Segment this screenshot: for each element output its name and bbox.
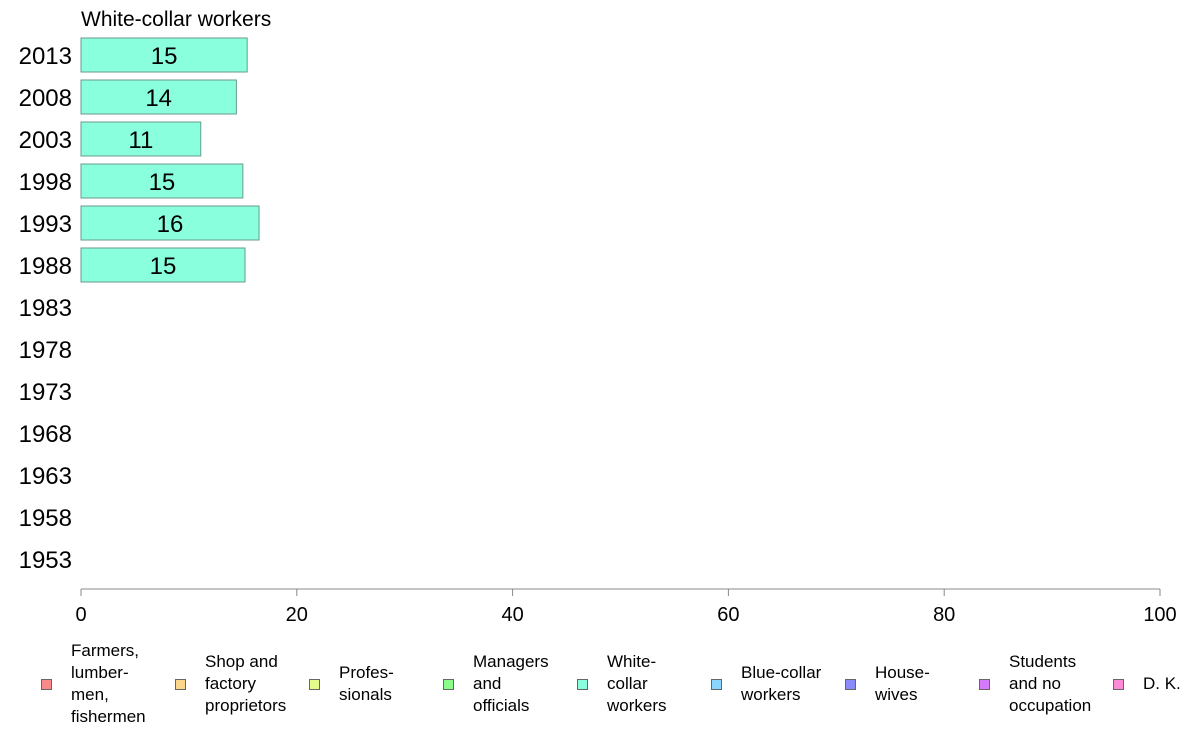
bar-2008 [80,79,237,115]
x-axis-ticks: 0 20 40 60 80 100 [75,589,1177,626]
legend-swatch [443,678,454,690]
legend-item: House- wives [845,640,930,728]
y-axis-labels: 2013 2008 2003 1998 1993 1988 1983 1978 1973 1968… [19,43,72,574]
legend-item: Managers and officials [443,640,549,728]
legend-item: Farmers, lumber- men, fishermen [41,640,146,728]
legend-item: White- collar workers [577,640,667,728]
x-tick-label: 100 [1143,604,1176,626]
legend-label: Blue-collar workers [741,663,822,704]
legend-item: Blue-collar workers [711,640,821,728]
bars-group: 15 14 11 15 16 15 [80,37,260,283]
chart-title: White-collar workers [81,8,271,31]
x-tick-label: 40 [501,604,523,626]
bar-value-label: 14 [145,85,172,112]
legend-label: Shop and factory proprietors [205,652,287,715]
legend-swatch [309,678,320,690]
y-tick-label: 2013 [19,43,72,70]
legend-item: Students and no occupation [979,640,1091,728]
x-tick-label: 0 [75,604,86,626]
y-tick-label: 1983 [19,295,72,322]
legend-label: Profes- sionals [339,663,394,704]
y-tick-label: 1998 [19,169,72,196]
y-tick-label: 1993 [19,211,72,238]
legend: Farmers, lumber- men, fishermen Shop and … [0,640,1188,736]
legend-swatch [175,678,186,690]
legend-item: Profes- sionals [309,640,394,728]
y-tick-label: 1968 [19,421,72,448]
y-tick-label: 1953 [19,547,72,574]
y-tick-label: 2008 [19,85,72,112]
legend-label: D. K. [1143,674,1181,693]
legend-label: Students and no occupation [1009,652,1092,715]
bar-1988 [80,247,246,283]
legend-swatch [711,678,722,690]
legend-label: White- collar workers [607,652,667,715]
legend-swatch [41,678,52,690]
bar-value-label: 16 [157,211,184,238]
legend-item: Shop and factory proprietors [175,640,286,728]
x-tick-label: 80 [933,604,955,626]
bar-2003 [80,121,202,157]
y-tick-label: 1958 [19,505,72,532]
legend-swatch [845,678,856,690]
legend-item: D. K. [1113,640,1181,728]
x-tick-label: 60 [717,604,739,626]
legend-swatch [1113,678,1124,690]
legend-label: House- wives [875,663,930,704]
bar-value-label: 15 [149,169,176,196]
y-tick-label: 1963 [19,463,72,490]
x-tick-label: 20 [286,604,308,626]
y-tick-label: 2003 [19,127,72,154]
bar-value-label: 15 [151,43,178,70]
legend-label: Farmers, lumber- men, fishermen [71,641,146,726]
legend-label: Managers and officials [473,652,549,715]
legend-swatch [577,678,588,690]
bar-2013 [80,37,248,73]
y-tick-label: 1973 [19,379,72,406]
legend-swatch [979,678,990,690]
bar-value-label: 11 [128,127,153,154]
bar-1998 [80,163,244,199]
bar-value-label: 15 [150,253,177,280]
y-tick-label: 1988 [19,253,72,280]
bar-1993 [80,205,260,241]
y-tick-label: 1978 [19,337,72,364]
